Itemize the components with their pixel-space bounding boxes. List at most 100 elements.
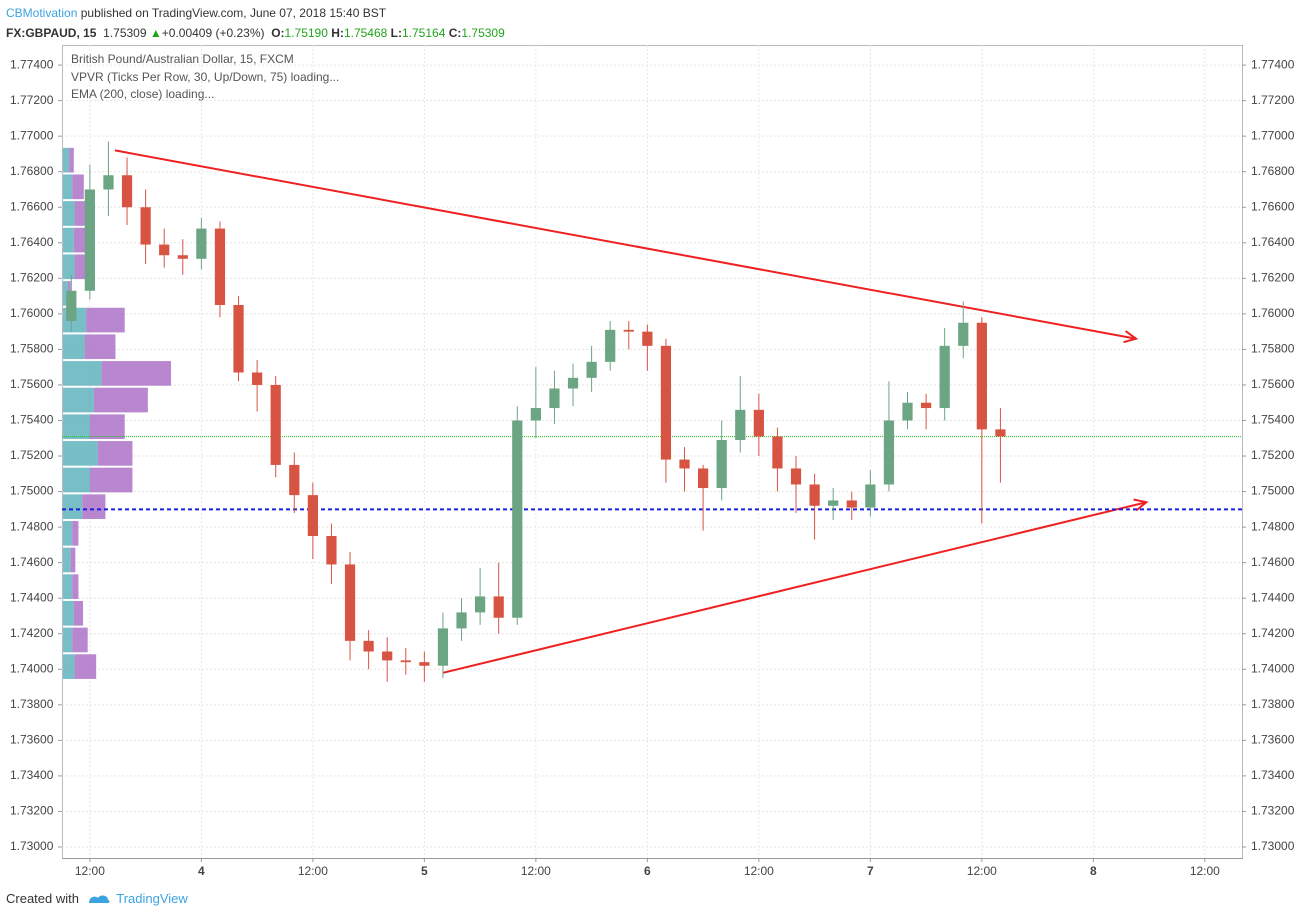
candle-body xyxy=(883,420,895,485)
profile-down xyxy=(69,147,74,173)
candle-body xyxy=(419,662,430,666)
candle-body xyxy=(623,329,634,332)
candle-body xyxy=(865,484,876,508)
published: published on TradingView.com, June 07, 2… xyxy=(80,6,387,20)
candle-body xyxy=(140,207,151,245)
profile-up xyxy=(63,547,71,573)
candle-body xyxy=(772,436,783,469)
candle-body xyxy=(828,500,839,506)
candle-body xyxy=(493,596,504,618)
y-tick-label: 1.76000 xyxy=(1251,306,1295,320)
created-with: Created with xyxy=(6,891,79,906)
candle-body xyxy=(252,372,263,385)
brand[interactable]: TradingView xyxy=(116,891,188,906)
ohlc-label: O: xyxy=(271,26,285,40)
ohlc-label: C: xyxy=(448,26,462,40)
candle-body xyxy=(103,175,114,190)
arrow-head xyxy=(1133,498,1149,512)
profile-up xyxy=(63,174,73,200)
quote-line: FX:GBPAUD, 15 1.75309 ▲+0.00409 (+0.23%)… xyxy=(6,23,505,43)
profile-up xyxy=(63,201,75,226)
candle-body xyxy=(84,189,95,291)
ohlc-value: 1.75468 xyxy=(343,26,388,40)
profile-up xyxy=(63,494,83,520)
profile-down xyxy=(93,387,148,413)
y-tick-label: 1.75200 xyxy=(10,448,54,462)
candle-body xyxy=(400,660,411,663)
y-tick-label: 1.77200 xyxy=(1251,93,1295,107)
y-tick-label: 1.75000 xyxy=(1251,484,1295,498)
candle-body xyxy=(902,402,913,421)
candle-body xyxy=(363,640,374,652)
ohlc-value: 1.75164 xyxy=(402,26,446,40)
profile-down xyxy=(73,227,86,253)
y-tick-label: 1.74800 xyxy=(10,519,54,533)
profile-up xyxy=(63,654,75,679)
y-tick-label: 1.74400 xyxy=(10,590,54,604)
y-tick-label: 1.76400 xyxy=(10,235,54,249)
candle-body xyxy=(846,500,857,508)
y-tick-label: 1.74600 xyxy=(1251,555,1295,569)
author[interactable]: CBMotivation xyxy=(6,6,78,20)
y-tick-label: 1.76200 xyxy=(1251,270,1295,284)
profile-down xyxy=(101,361,171,386)
y-tick-label: 1.73800 xyxy=(1251,697,1295,711)
y-tick-label: 1.74600 xyxy=(10,555,54,569)
ohlc-value: 1.75190 xyxy=(284,26,328,40)
candle-body xyxy=(809,484,820,506)
ohlc-label: H: xyxy=(331,26,344,40)
profile-down xyxy=(86,307,125,333)
candle-body xyxy=(512,420,523,618)
candle-body xyxy=(920,402,932,409)
x-tick-label: 12:00 xyxy=(298,864,328,878)
y-tick-label: 1.75400 xyxy=(1251,413,1295,427)
y-tick-label: 1.76800 xyxy=(1251,164,1295,178)
profile-down xyxy=(70,547,76,573)
y-tick-label: 1.74800 xyxy=(1251,519,1295,533)
profile-up xyxy=(63,521,73,546)
profile-up xyxy=(63,334,85,360)
y-tick-label: 1.73000 xyxy=(10,839,54,853)
candle-body xyxy=(214,228,226,305)
trend-line xyxy=(442,501,1147,674)
profile-up xyxy=(63,467,90,493)
candle-body xyxy=(66,290,77,321)
profile-down xyxy=(73,600,84,626)
y-tick-label: 1.77200 xyxy=(10,93,54,107)
candle-body xyxy=(753,409,764,437)
y-tick-label: 1.77400 xyxy=(1251,57,1295,71)
profile-down xyxy=(97,441,133,466)
y-tick-label: 1.74200 xyxy=(1251,626,1295,640)
x-tick-label: 12:00 xyxy=(75,864,105,878)
profile-down xyxy=(74,654,97,679)
candle-body xyxy=(121,175,133,208)
y-tick-label: 1.75800 xyxy=(10,342,54,356)
symbol: FX:GBPAUD, 15 xyxy=(6,26,97,40)
x-tick-label: 4 xyxy=(198,864,205,878)
profile-up xyxy=(63,600,74,626)
plot-layer xyxy=(62,45,1242,858)
profile-down xyxy=(90,414,125,440)
y-tick-label: 1.76600 xyxy=(1251,199,1295,213)
y-tick-label: 1.73000 xyxy=(1251,839,1295,853)
series-title: British Pound/Australian Dollar, 15, FXC… xyxy=(71,52,294,66)
candle-body xyxy=(642,331,653,346)
y-tick-label: 1.76400 xyxy=(1251,235,1295,249)
profile-down xyxy=(82,494,106,520)
y-tick-label: 1.77400 xyxy=(10,57,54,71)
y-tick-label: 1.76000 xyxy=(10,306,54,320)
profile-down xyxy=(72,174,84,200)
candle-body xyxy=(697,468,709,489)
candle-body xyxy=(233,304,244,373)
profile-up xyxy=(63,254,75,280)
y-tick-label: 1.73800 xyxy=(10,697,54,711)
profile-up xyxy=(63,387,94,413)
profile-down xyxy=(72,627,88,653)
profile-up xyxy=(63,441,98,466)
trend-line xyxy=(114,149,1137,340)
x-tick-label: 5 xyxy=(421,864,428,878)
candle-body xyxy=(307,495,318,536)
x-tick-label: 8 xyxy=(1090,864,1097,878)
y-tick-label: 1.73400 xyxy=(1251,768,1295,782)
y-tick-label: 1.73400 xyxy=(10,768,54,782)
